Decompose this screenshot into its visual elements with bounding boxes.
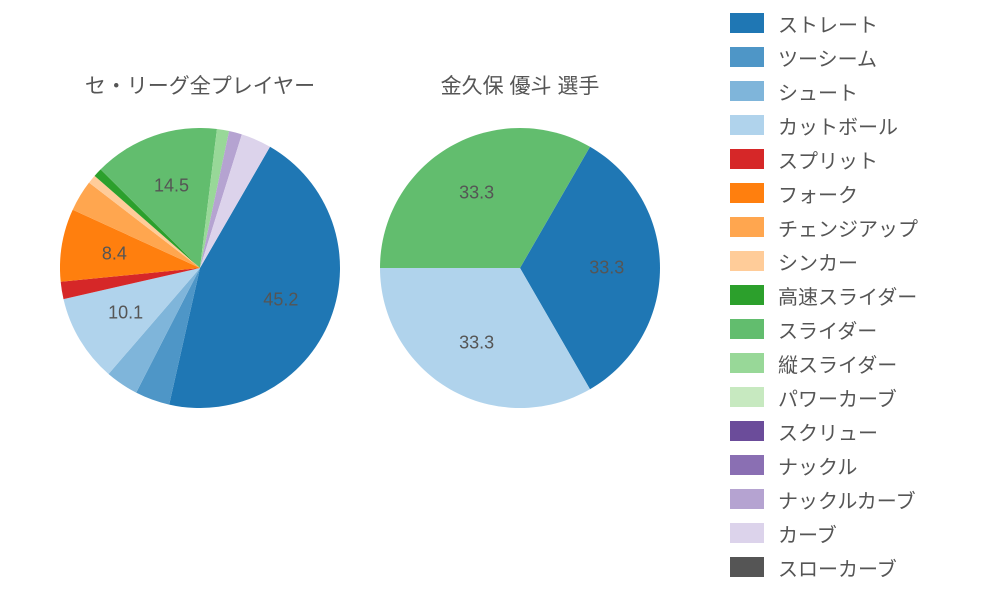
- legend-item: スクリュー: [730, 414, 980, 448]
- legend-swatch: [730, 81, 764, 101]
- legend-label: カーブ: [778, 519, 837, 548]
- legend-label: 縦スライダー: [778, 349, 897, 378]
- legend-swatch: [730, 387, 764, 407]
- legend-item: スローカーブ: [730, 550, 980, 584]
- legend-label: スライダー: [778, 315, 877, 344]
- pie-chart: セ・リーグ全プレイヤー 45.2 10.1 8.4 14.5: [60, 70, 340, 580]
- legend-swatch: [730, 523, 764, 543]
- legend-swatch: [730, 183, 764, 203]
- legend-swatch: [730, 217, 764, 237]
- pie-charts-area: セ・リーグ全プレイヤー45.210.18.414.5金久保 優斗 選手33.33…: [0, 0, 680, 600]
- legend-label: 高速スライダー: [778, 281, 917, 310]
- legend-item: ツーシーム: [730, 40, 980, 74]
- pie-wrap: 33.3 33.3 33.3: [380, 128, 660, 408]
- pie-svg: [60, 128, 340, 408]
- slice-value-label: 10.1: [108, 302, 143, 323]
- legend-label: ストレート: [778, 9, 878, 38]
- legend-label: ナックル: [778, 451, 857, 480]
- slice-value-label: 33.3: [589, 258, 624, 279]
- slice-value-label: 33.3: [459, 182, 494, 203]
- legend-item: カットボール: [730, 108, 980, 142]
- pie-chart: 金久保 優斗 選手 33.3 33.3 33.3: [380, 70, 660, 580]
- legend-swatch: [730, 149, 764, 169]
- legend-item: チェンジアップ: [730, 210, 980, 244]
- legend-label: カットボール: [778, 111, 898, 140]
- legend-swatch: [730, 251, 764, 271]
- legend-label: チェンジアップ: [778, 213, 918, 242]
- legend-item: スプリット: [730, 142, 980, 176]
- chart-title: 金久保 優斗 選手: [441, 70, 600, 100]
- legend-swatch: [730, 47, 764, 67]
- legend-item: 高速スライダー: [730, 278, 980, 312]
- legend-swatch: [730, 421, 764, 441]
- legend-swatch: [730, 489, 764, 509]
- legend-swatch: [730, 115, 764, 135]
- pie-wrap: 45.2 10.1 8.4 14.5: [60, 128, 340, 408]
- legend-item: ナックル: [730, 448, 980, 482]
- legend-label: スローカーブ: [778, 553, 897, 582]
- legend-label: フォーク: [778, 179, 858, 208]
- legend-label: シュート: [778, 77, 858, 106]
- chart-title: セ・リーグ全プレイヤー: [85, 70, 315, 100]
- legend-swatch: [730, 319, 764, 339]
- legend-label: ツーシーム: [778, 43, 877, 72]
- legend-item: 縦スライダー: [730, 346, 980, 380]
- legend-swatch: [730, 285, 764, 305]
- legend-label: ナックルカーブ: [778, 485, 916, 514]
- slice-value-label: 14.5: [154, 175, 189, 196]
- legend-item: シュート: [730, 74, 980, 108]
- legend-item: カーブ: [730, 516, 980, 550]
- legend-swatch: [730, 557, 764, 577]
- slice-value-label: 8.4: [102, 243, 127, 264]
- legend-item: スライダー: [730, 312, 980, 346]
- legend-item: パワーカーブ: [730, 380, 980, 414]
- slice-value-label: 45.2: [263, 289, 298, 310]
- legend-label: シンカー: [778, 247, 858, 276]
- legend-item: フォーク: [730, 176, 980, 210]
- legend: ストレートツーシームシュートカットボールスプリットフォークチェンジアップシンカー…: [730, 0, 980, 584]
- legend-label: スプリット: [778, 145, 878, 174]
- legend-item: ストレート: [730, 6, 980, 40]
- slice-value-label: 33.3: [459, 333, 494, 354]
- legend-label: パワーカーブ: [778, 383, 897, 412]
- legend-item: シンカー: [730, 244, 980, 278]
- legend-swatch: [730, 13, 764, 33]
- legend-swatch: [730, 455, 764, 475]
- legend-swatch: [730, 353, 764, 373]
- chart-container: セ・リーグ全プレイヤー45.210.18.414.5金久保 優斗 選手33.33…: [0, 0, 1000, 600]
- legend-item: ナックルカーブ: [730, 482, 980, 516]
- legend-label: スクリュー: [778, 417, 878, 446]
